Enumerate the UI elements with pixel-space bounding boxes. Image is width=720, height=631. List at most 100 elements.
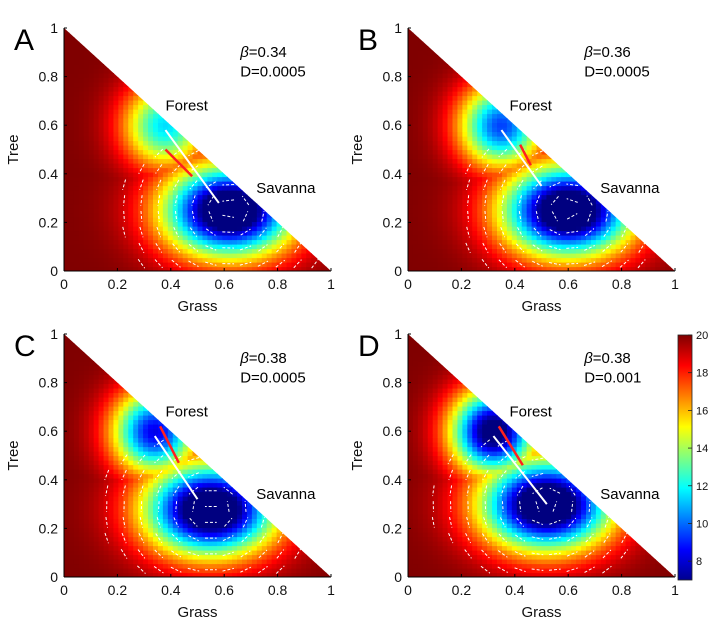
panel-letter: D (358, 330, 380, 363)
x-tick-label: 0.8 (268, 582, 288, 598)
potential-heatmap (408, 28, 675, 271)
backward-path (497, 425, 524, 466)
panel-b: 0 0.2 0.4 0.6 0.8 1 0 0.2 0.4 0.6 0.8 1 Grass Tree B β=… (349, 20, 679, 315)
panel-a: 0 0.2 0.4 0.6 0.8 1 0 0.2 0.4 0.6 0.8 1 Grass Tree A β=… (5, 20, 335, 315)
forward-path (500, 129, 543, 187)
panel-d: 0 0.2 0.4 0.6 0.8 1 0 0.2 0.4 0.6 0.8 1 Grass Tree D β=… (349, 326, 679, 621)
y-tick-label: 0 (50, 263, 58, 279)
x-tick-label: 0.8 (612, 276, 632, 292)
panel-c: 0 0.2 0.4 0.6 0.8 1 0 0.2 0.4 0.6 0.8 1 Grass Tree C β=… (5, 326, 335, 621)
x-tick-label: 0 (404, 582, 412, 598)
panel-letter: B (358, 24, 378, 57)
forest-label: Forest (509, 404, 552, 421)
backward-path (159, 425, 180, 464)
forward-path (153, 435, 199, 500)
forest-label: Forest (165, 98, 208, 115)
backward-path (519, 144, 532, 166)
forward-path (164, 129, 220, 204)
y-tick-label: 1 (394, 326, 402, 342)
beta-label: β=0.38 (583, 350, 631, 367)
forest-label: Forest (165, 404, 208, 421)
x-tick-label: 0.4 (161, 582, 181, 598)
x-tick-label: 0.6 (214, 582, 234, 598)
y-axis-label: Tree (349, 440, 366, 470)
x-tick-label: 0.2 (108, 582, 128, 598)
y-tick-label: 0.6 (39, 117, 59, 133)
y-tick-label: 0.6 (383, 117, 403, 133)
x-tick-label: 0.2 (452, 276, 472, 292)
x-tick-label: 1 (671, 276, 679, 292)
y-tick-label: 0.2 (39, 520, 59, 536)
y-tick-label: 0 (50, 569, 58, 585)
y-tick-label: 0.6 (383, 423, 403, 439)
y-tick-label: 0.8 (39, 375, 59, 391)
potential-heatmap (408, 334, 675, 577)
potential-heatmap (64, 334, 331, 577)
colorbar-tick-label: 18 (696, 368, 708, 380)
potential-heatmap (64, 28, 331, 271)
y-tick-label: 0.4 (39, 472, 59, 488)
x-tick-label: 0.6 (214, 276, 234, 292)
colorbar-tick-label: 14 (696, 443, 708, 455)
x-tick-label: 0.8 (612, 582, 632, 598)
x-tick-label: 0.6 (558, 276, 578, 292)
y-tick-label: 0.8 (383, 69, 403, 85)
x-axis-label: Grass (177, 298, 217, 315)
flux-arrows (104, 439, 301, 574)
forest-label: Forest (509, 98, 552, 115)
x-tick-label: 0 (60, 276, 68, 292)
panel-letter: A (14, 24, 34, 57)
colorbar-tick-label: 10 (696, 518, 708, 530)
y-axis-label: Tree (5, 440, 22, 470)
diffusion-label: D=0.0005 (240, 64, 305, 81)
panel-letter: C (14, 330, 36, 363)
savanna-label: Savanna (600, 180, 660, 197)
flux-arrows (122, 148, 319, 269)
colorbar-tick-label: 8 (696, 556, 702, 568)
y-tick-label: 1 (50, 20, 58, 36)
y-tick-label: 0 (394, 263, 402, 279)
savanna-label: Savanna (256, 180, 316, 197)
y-tick-label: 0.8 (383, 375, 403, 391)
y-axis-label: Tree (5, 134, 22, 164)
x-tick-label: 1 (671, 582, 679, 598)
x-tick-label: 0 (404, 276, 412, 292)
diffusion-label: D=0.0005 (584, 64, 649, 81)
diffusion-label: D=0.001 (584, 370, 641, 387)
y-tick-label: 0.6 (39, 423, 59, 439)
colorbar-tick-label: 16 (696, 405, 708, 417)
y-tick-label: 0.2 (383, 520, 403, 536)
savanna-label: Savanna (256, 486, 316, 503)
y-tick-label: 0.2 (39, 214, 59, 230)
y-tick-label: 0.4 (383, 166, 403, 182)
y-tick-label: 0 (394, 569, 402, 585)
x-tick-label: 1 (327, 582, 335, 598)
colorbar: 8 10 12 14 16 18 20 (677, 330, 708, 581)
x-tick-label: 0.2 (452, 582, 472, 598)
flux-arrows (431, 439, 629, 574)
y-tick-label: 0.8 (39, 69, 59, 85)
savanna-label: Savanna (600, 486, 660, 503)
y-axis-label: Tree (349, 134, 366, 164)
x-tick-label: 0 (60, 582, 68, 598)
x-tick-label: 0.4 (161, 276, 181, 292)
x-tick-label: 0.6 (558, 582, 578, 598)
x-axis-label: Grass (177, 604, 217, 621)
diffusion-label: D=0.0005 (240, 370, 305, 387)
x-tick-label: 0.8 (268, 276, 288, 292)
x-tick-label: 0.4 (505, 582, 525, 598)
x-tick-label: 0.4 (505, 276, 525, 292)
y-tick-label: 1 (394, 20, 402, 36)
y-tick-label: 0.4 (39, 166, 59, 182)
beta-label: β=0.36 (583, 44, 631, 61)
beta-label: β=0.38 (239, 350, 287, 367)
forward-path (492, 435, 548, 505)
x-axis-label: Grass (521, 604, 561, 621)
colorbar-tick-label: 12 (696, 481, 708, 493)
y-tick-label: 0.4 (383, 472, 403, 488)
x-axis-label: Grass (521, 298, 561, 315)
x-tick-label: 1 (327, 276, 335, 292)
y-tick-label: 0.2 (383, 214, 403, 230)
flux-arrows (465, 148, 646, 269)
